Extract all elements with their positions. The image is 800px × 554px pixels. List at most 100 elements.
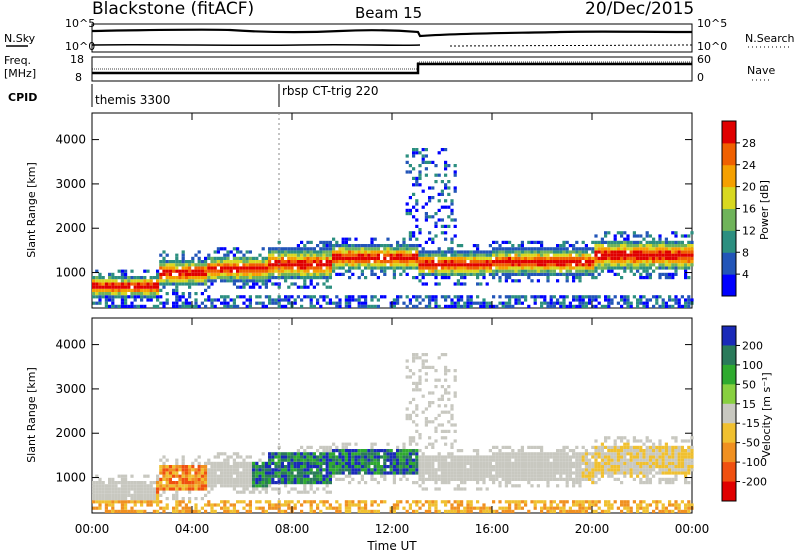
power-cell [424, 215, 428, 219]
power-cell [191, 260, 195, 264]
velocity-cell [453, 394, 457, 398]
velocity-cell [546, 461, 550, 465]
power-cell [597, 301, 601, 305]
power-cell [514, 256, 518, 260]
velocity-cell [370, 445, 374, 449]
velocity-cell [488, 455, 492, 459]
velocity-cell [632, 445, 636, 449]
velocity-cell [415, 461, 419, 465]
velocity-cell [261, 468, 265, 472]
velocity-cell [460, 509, 464, 513]
power-cell [668, 244, 672, 248]
velocity-cell [444, 474, 448, 478]
power-cell [434, 173, 438, 177]
power-cell [514, 250, 518, 254]
power-cell [223, 304, 227, 308]
power-cell [613, 247, 617, 251]
velocity-cell [95, 484, 99, 488]
velocity-cell [508, 481, 512, 485]
velocity-cell [645, 455, 649, 459]
power-cell [261, 279, 265, 283]
power-cell [594, 244, 598, 248]
power-cell [613, 244, 617, 248]
power-cell [280, 269, 284, 273]
velocity-cell [284, 503, 288, 507]
power-cell [492, 240, 496, 244]
power-cell [248, 260, 252, 264]
velocity-cell [613, 465, 617, 469]
power-cell [216, 298, 220, 302]
velocity-cell [162, 484, 166, 488]
velocity-cell [648, 481, 652, 485]
velocity-cell [629, 474, 633, 478]
velocity-cell [434, 369, 438, 373]
velocity-cell [101, 484, 105, 488]
velocity-cell [108, 481, 112, 485]
velocity-cell [428, 506, 432, 510]
colorbar-tick-label: 50 [742, 378, 756, 391]
velocity-cell [290, 455, 294, 459]
power-cell [226, 276, 230, 280]
velocity-cell [437, 356, 441, 360]
velocity-cell [597, 452, 601, 456]
power-cell [684, 276, 688, 280]
velocity-cell [306, 490, 310, 494]
power-cell [463, 304, 467, 308]
power-cell [207, 253, 211, 257]
power-cell [578, 295, 582, 299]
velocity-cell [677, 458, 681, 462]
power-cell [159, 253, 163, 257]
power-cell [252, 272, 256, 276]
power-cell [418, 269, 422, 273]
velocity-cell [533, 500, 537, 504]
velocity-cell [552, 455, 556, 459]
power-cell [101, 292, 105, 296]
power-cell [444, 183, 448, 187]
power-cell [380, 260, 384, 264]
velocity-cell [117, 500, 121, 504]
power-cell [255, 256, 259, 260]
velocity-cell [124, 477, 128, 481]
velocity-cell [248, 481, 252, 485]
velocity-cell [421, 465, 425, 469]
power-cell [258, 266, 262, 270]
power-cell [296, 295, 300, 299]
power-cell [642, 244, 646, 248]
power-cell [168, 266, 172, 270]
velocity-cell [575, 465, 579, 469]
power-cell [338, 298, 342, 302]
power-cell [124, 272, 128, 276]
velocity-cell [508, 503, 512, 507]
power-cell [626, 247, 630, 251]
power-cell [520, 263, 524, 267]
velocity-cell [396, 500, 400, 504]
power-cell [124, 288, 128, 292]
power-cell [629, 247, 633, 251]
velocity-cell [562, 509, 566, 513]
velocity-cell [444, 436, 448, 440]
power-cell [664, 266, 668, 270]
power-cell [511, 279, 515, 283]
power-cell [687, 266, 691, 270]
power-cell [632, 256, 636, 260]
power-cell [533, 266, 537, 270]
power-cell [415, 151, 419, 155]
power-cell [264, 304, 268, 308]
power-cell [440, 218, 444, 222]
velocity-cell [232, 506, 236, 510]
velocity-cell [415, 468, 419, 472]
power-cell [562, 250, 566, 254]
power-cell [418, 295, 422, 299]
velocity-cell [434, 439, 438, 443]
power-cell [530, 295, 534, 299]
power-cell [248, 269, 252, 273]
velocity-cell [133, 490, 137, 494]
power-cell [210, 256, 214, 260]
power-cell [626, 260, 630, 264]
power-cell [677, 260, 681, 264]
velocity-cell [232, 481, 236, 485]
power-cell [655, 250, 659, 254]
power-cell [642, 276, 646, 280]
velocity-cell [389, 509, 393, 513]
power-cell [549, 269, 553, 273]
